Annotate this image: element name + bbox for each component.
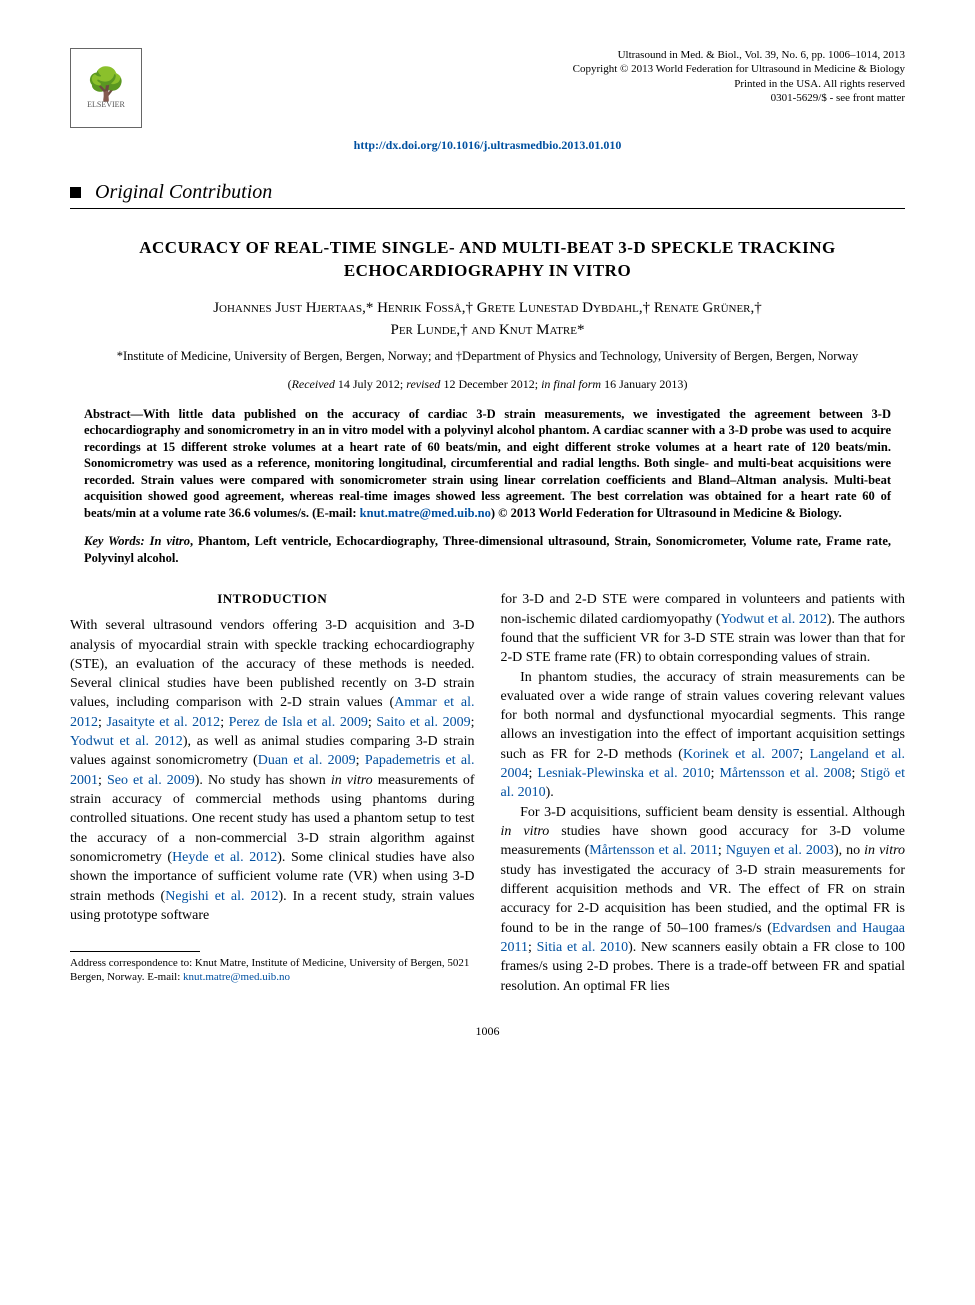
t: ; (799, 747, 809, 762)
page-number: 1006 (70, 1024, 905, 1039)
printed-line: Printed in the USA. All rights reserved (573, 77, 905, 91)
final-date: 16 January 2013 (604, 377, 683, 391)
manuscript-dates: (Received 14 July 2012; revised 12 Decem… (70, 377, 905, 392)
footnote-email-link[interactable]: knut.matre@med.uib.no (183, 971, 290, 983)
article-title: ACCURACY OF REAL-TIME SINGLE- AND MULTI-… (110, 237, 865, 283)
keywords-first: In vitro (150, 534, 190, 548)
section-header: Original Contribution (70, 181, 905, 209)
ref-link[interactable]: Yodwut et al. 2012 (70, 734, 183, 749)
ref-link[interactable]: Saito et al. 2009 (376, 715, 470, 730)
page-container: 🌳 ELSEVIER Ultrasound in Med. & Biol., V… (0, 0, 975, 1079)
abstract-email-link[interactable]: knut.matre@med.uib.no (360, 506, 491, 520)
ref-link[interactable]: Mårtensson et al. 2008 (719, 766, 851, 781)
footnote-separator (70, 951, 200, 952)
italic-term: in vitro (501, 824, 550, 839)
body-columns: INTRODUCTION With several ultrasound ven… (70, 590, 905, 996)
col2-para1: for 3-D and 2-D STE were compared in vol… (501, 590, 906, 667)
copyright-line: Copyright © 2013 World Federation for Ul… (573, 62, 905, 76)
affiliations: *Institute of Medicine, University of Be… (100, 348, 875, 365)
col2-para2: In phantom studies, the accuracy of stra… (501, 668, 906, 803)
abstract-body: With little data published on the accura… (84, 407, 891, 520)
abstract-block: Abstract—With little data published on t… (84, 406, 891, 522)
title-text: ACCURACY OF REAL-TIME SINGLE- AND MULTI-… (139, 238, 836, 280)
ref-link[interactable]: Sitia et al. 2010 (537, 940, 629, 955)
col1-para1: With several ultrasound vendors offering… (70, 616, 475, 925)
received-date: 14 July 2012 (338, 377, 400, 391)
issn-line: 0301-5629/$ - see front matter (573, 91, 905, 105)
final-label: in final form (541, 377, 601, 391)
ref-link[interactable]: Duan et al. 2009 (258, 753, 356, 768)
t: ). No study has shown (195, 773, 331, 788)
t: ; (220, 715, 228, 730)
ref-link[interactable]: Seo et al. 2009 (107, 773, 195, 788)
t: ; (98, 773, 107, 788)
ref-link[interactable]: Korinek et al. 2007 (683, 747, 799, 762)
header-row: 🌳 ELSEVIER Ultrasound in Med. & Biol., V… (70, 48, 905, 128)
t: ). (546, 785, 554, 800)
authors-line-1: Johannes Just Hjertaas,* Henrik Fosså,† … (70, 297, 905, 320)
t: ), no (834, 843, 864, 858)
tree-icon: 🌳 (86, 68, 126, 100)
citation-line: Ultrasound in Med. & Biol., Vol. 39, No.… (573, 48, 905, 62)
revised-label: revised (406, 377, 440, 391)
column-left: INTRODUCTION With several ultrasound ven… (70, 590, 475, 996)
ref-link[interactable]: Mårtensson et al. 2011 (589, 843, 718, 858)
t: For 3-D acquisitions, sufficient beam de… (520, 805, 905, 820)
intro-heading: INTRODUCTION (70, 590, 475, 608)
italic-term: in vitro (331, 773, 373, 788)
received-label: Received (292, 377, 335, 391)
doi-link[interactable]: http://dx.doi.org/10.1016/j.ultrasmedbio… (354, 138, 622, 152)
t: ; (471, 715, 475, 730)
keywords-label: Key Words: (84, 534, 145, 548)
ref-link[interactable]: Jasaityte et al. 2012 (106, 715, 220, 730)
t: ; (356, 753, 365, 768)
publisher-name: ELSEVIER (87, 100, 125, 109)
ref-link[interactable]: Yodwut et al. 2012 (721, 612, 827, 627)
ref-link[interactable]: Negishi et al. 2012 (165, 889, 278, 904)
t: ; (528, 940, 537, 955)
doi-link-row: http://dx.doi.org/10.1016/j.ultrasmedbio… (70, 138, 905, 153)
keywords-block: Key Words: In vitro, Phantom, Left ventr… (84, 533, 891, 566)
ref-link[interactable]: Heyde et al. 2012 (172, 850, 277, 865)
ref-link[interactable]: Perez de Isla et al. 2009 (229, 715, 368, 730)
italic-term: in vitro (864, 843, 905, 858)
section-label: Original Contribution (95, 181, 272, 204)
t: ; (718, 843, 726, 858)
keywords-rest: , Phantom, Left ventricle, Echocardiogra… (84, 534, 891, 565)
abstract-tail: ) © 2013 World Federation for Ultrasound… (491, 506, 842, 520)
authors-block: Johannes Just Hjertaas,* Henrik Fosså,† … (70, 297, 905, 342)
revised-date: 12 December 2012 (443, 377, 534, 391)
correspondence-footnote: Address correspondence to: Knut Matre, I… (70, 956, 475, 985)
ref-link[interactable]: Lesniak-Plewinska et al. 2010 (537, 766, 710, 781)
column-right: for 3-D and 2-D STE were compared in vol… (501, 590, 906, 996)
ref-link[interactable]: Nguyen et al. 2003 (726, 843, 834, 858)
authors-line-2: Per Lunde,† and Knut Matre* (70, 319, 905, 342)
bullet-icon (70, 187, 81, 198)
publisher-logo: 🌳 ELSEVIER (70, 48, 142, 128)
col2-para3: For 3-D acquisitions, sufficient beam de… (501, 803, 906, 996)
abstract-label: Abstract— (84, 407, 143, 421)
header-metadata: Ultrasound in Med. & Biol., Vol. 39, No.… (573, 48, 905, 105)
